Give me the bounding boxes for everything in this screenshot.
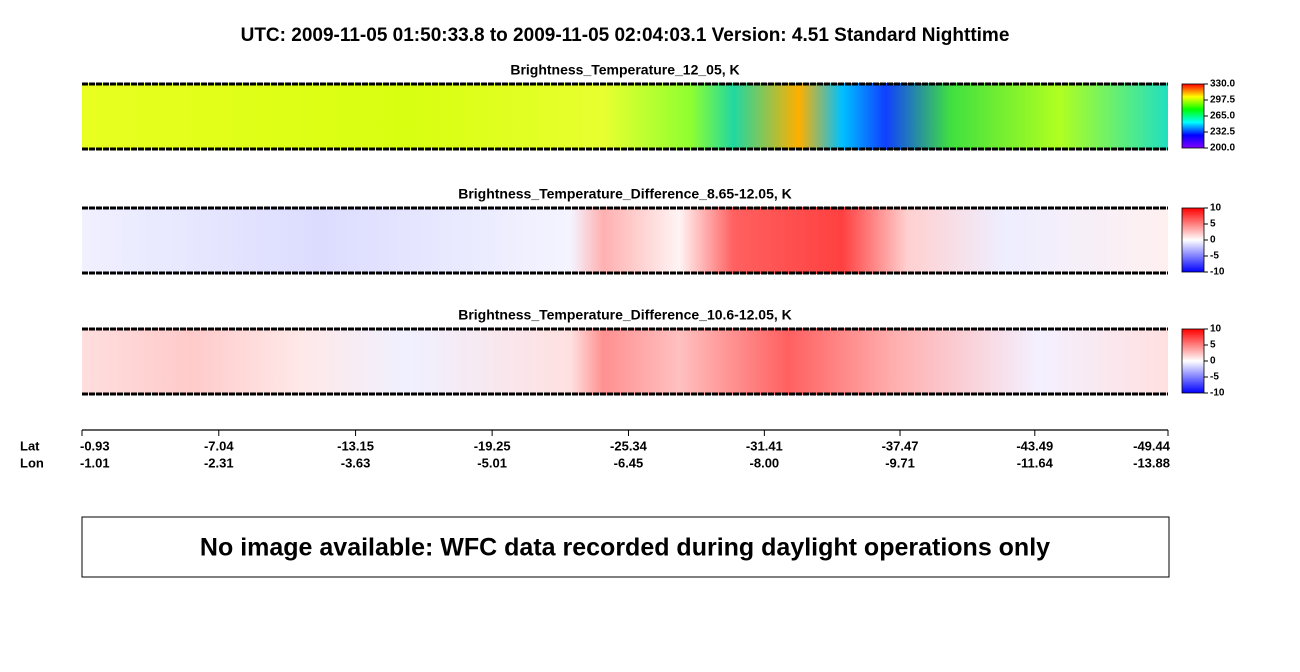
lat-label: Lat bbox=[20, 438, 40, 453]
lat-tick-label: -0.93 bbox=[80, 438, 110, 453]
lon-tick-label: -5.01 bbox=[477, 455, 507, 470]
heatmap-strip bbox=[82, 207, 1168, 274]
colorbar-label: 10 bbox=[1210, 203, 1222, 214]
colorbar bbox=[1181, 207, 1205, 273]
colorbar-label: 330.0 bbox=[1210, 79, 1235, 90]
lat-tick-label: -7.04 bbox=[204, 438, 234, 453]
colorbar-label: 200.0 bbox=[1210, 143, 1235, 154]
lon-tick-label: -1.01 bbox=[80, 455, 110, 470]
heatmap-strip bbox=[82, 328, 1168, 395]
lat-tick-label: -19.25 bbox=[474, 438, 511, 453]
panel-title: Brightness_Temperature_Difference_10.6-1… bbox=[458, 307, 792, 323]
lon-tick-label: -9.71 bbox=[885, 455, 915, 470]
colorbar-label: 0 bbox=[1210, 356, 1216, 367]
lon-tick-label: -3.63 bbox=[341, 455, 371, 470]
lon-tick-label: -13.88 bbox=[1133, 455, 1170, 470]
panel-title: Brightness_Temperature_Difference_8.65-1… bbox=[458, 186, 792, 202]
colorbar-label: 265.0 bbox=[1210, 111, 1235, 122]
lon-tick-label: -11.64 bbox=[1017, 455, 1054, 470]
lat-tick-label: -25.34 bbox=[610, 438, 648, 453]
notice: No image available: WFC data recorded du… bbox=[200, 534, 1050, 562]
heatmap-strip bbox=[82, 83, 1168, 150]
lat-tick-label: -37.47 bbox=[882, 438, 919, 453]
colorbar bbox=[1181, 328, 1205, 394]
colorbar-label: 5 bbox=[1210, 340, 1216, 351]
colorbar-label: -10 bbox=[1210, 388, 1225, 399]
colorbar-label: -10 bbox=[1210, 267, 1225, 278]
lat-tick-label: -31.41 bbox=[746, 438, 783, 453]
colorbar bbox=[1181, 83, 1205, 149]
lon-label: Lon bbox=[20, 455, 44, 470]
colorbar-label: 5 bbox=[1210, 219, 1216, 230]
panel-title: Brightness_Temperature_12_05, K bbox=[510, 62, 739, 78]
lat-tick-label: -43.49 bbox=[1016, 438, 1053, 453]
lat-tick-label: -13.15 bbox=[337, 438, 374, 453]
lat-tick-label: -49.44 bbox=[1133, 438, 1171, 453]
colorbar-label: -5 bbox=[1210, 372, 1219, 383]
lon-tick-label: -8.00 bbox=[750, 455, 780, 470]
colorbar-label: 297.5 bbox=[1210, 95, 1235, 106]
colorbar-label: 0 bbox=[1210, 235, 1216, 246]
lon-tick-label: -2.31 bbox=[204, 455, 234, 470]
lon-tick-label: -6.45 bbox=[614, 455, 644, 470]
colorbar-label: 232.5 bbox=[1210, 127, 1235, 138]
colorbar-label: -5 bbox=[1210, 251, 1219, 262]
colorbar-label: 10 bbox=[1210, 324, 1222, 335]
page-title: UTC: 2009-11-05 01:50:33.8 to 2009-11-05… bbox=[241, 25, 1010, 46]
notice-box bbox=[81, 516, 1170, 578]
